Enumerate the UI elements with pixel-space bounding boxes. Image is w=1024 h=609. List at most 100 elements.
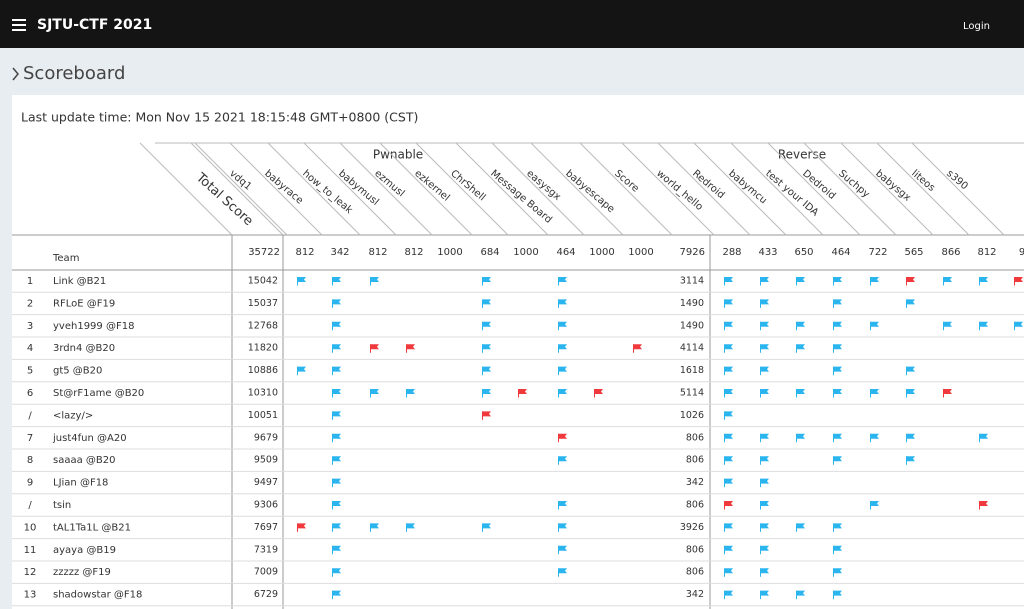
diagonal <box>491 142 585 236</box>
flag-cloth <box>724 501 733 506</box>
solved-flag <box>943 277 952 286</box>
total-score: 10310 <box>248 388 278 399</box>
login-link[interactable]: Login <box>963 21 990 32</box>
total-score: 7697 <box>254 522 278 533</box>
solved-flag <box>796 321 805 331</box>
menu-icon[interactable] <box>12 19 26 31</box>
rank: 13 <box>24 590 37 601</box>
first-blood-flag <box>370 344 379 353</box>
points: 565 <box>904 247 923 258</box>
flag-cloth <box>760 433 769 439</box>
team-name: RFLoE @F19 <box>53 298 115 309</box>
solved-flag <box>558 568 567 577</box>
diagonal <box>621 142 715 236</box>
flag-cloth <box>760 456 769 462</box>
solved-flag <box>332 456 341 465</box>
solved-flag <box>332 389 341 398</box>
solved-flag <box>796 523 805 532</box>
rank: 7 <box>27 433 33 444</box>
solved-flag <box>332 366 341 376</box>
diagonal <box>876 142 970 236</box>
solved-flag <box>332 277 341 286</box>
first-blood-flag <box>482 411 491 420</box>
solved-flag <box>297 366 306 376</box>
solved-flag <box>870 321 879 331</box>
flag-cloth <box>297 523 306 529</box>
category-score: 1026 <box>680 410 704 421</box>
solved-flag <box>558 366 567 376</box>
solved-flag <box>796 277 805 286</box>
first-blood-flag <box>633 344 642 353</box>
flag-cloth <box>796 590 805 596</box>
category-name: Reverse <box>778 148 826 162</box>
team-name: tAL1Ta1L @B21 <box>53 522 131 533</box>
flag-cloth <box>558 523 567 529</box>
first-blood-flag <box>979 501 988 510</box>
solved-flag <box>406 389 415 398</box>
flag-cloth <box>370 344 379 350</box>
points: 866 <box>941 247 960 258</box>
diagonal <box>267 142 361 236</box>
rank: / <box>28 410 32 421</box>
first-blood-flag <box>1014 277 1023 286</box>
total-score: 12768 <box>248 320 278 331</box>
points: 342 <box>330 247 349 258</box>
category-score: 1618 <box>680 365 704 376</box>
solved-flag <box>760 523 769 532</box>
solved-flag <box>979 433 988 443</box>
solved-flag <box>558 545 567 555</box>
total-score: 9509 <box>254 455 278 466</box>
flag-cloth <box>482 523 491 529</box>
flag-cloth <box>870 277 879 282</box>
flag-cloth <box>724 321 733 327</box>
points: 812 <box>368 247 387 258</box>
flag-cloth <box>558 545 567 551</box>
solved-flag <box>833 433 842 443</box>
solved-flag <box>724 433 733 443</box>
first-blood-flag <box>558 433 567 443</box>
category-score: 806 <box>686 544 704 555</box>
total-score: 15037 <box>248 298 278 309</box>
diagonal <box>379 142 473 236</box>
brand[interactable]: SJTU-CTF 2021 <box>37 17 152 33</box>
solved-flag <box>482 389 491 398</box>
points: 812 <box>977 247 996 258</box>
diagonal <box>579 142 673 236</box>
flag-cloth <box>332 523 341 529</box>
diagonal <box>194 142 288 236</box>
flag-cloth <box>482 299 491 305</box>
solved-flag <box>332 344 341 353</box>
diagonal <box>803 142 897 236</box>
flag-cloth <box>796 433 805 439</box>
flag-cloth <box>796 389 805 394</box>
points: 35722 <box>248 247 280 258</box>
team-name: <lazy/> <box>53 410 93 421</box>
solved-flag <box>724 389 733 398</box>
points: 1000 <box>628 247 653 258</box>
flag-cloth <box>594 389 603 394</box>
solved-flag <box>332 590 341 600</box>
total-score: 9306 <box>254 500 278 511</box>
solved-flag <box>332 523 341 532</box>
solved-flag <box>558 321 567 331</box>
points: 684 <box>480 247 499 258</box>
flag-cloth <box>760 478 769 484</box>
points: 650 <box>794 247 813 258</box>
category-score: 806 <box>686 432 704 443</box>
category-score: 3114 <box>680 276 704 287</box>
solved-flag <box>724 321 733 331</box>
solved-flag <box>906 299 915 308</box>
points: 433 <box>758 247 777 258</box>
team-name: saaaa @B20 <box>53 455 116 466</box>
solved-flag <box>724 545 733 555</box>
team-name: shadowstar @F18 <box>53 590 142 601</box>
solved-flag <box>760 456 769 465</box>
flag-cloth <box>724 523 733 529</box>
solved-flag <box>332 433 341 443</box>
flag-cloth <box>760 545 769 551</box>
flag-cloth <box>833 389 842 394</box>
solved-flag <box>870 277 879 286</box>
points: 1000 <box>513 247 538 258</box>
flag-cloth <box>332 389 341 394</box>
